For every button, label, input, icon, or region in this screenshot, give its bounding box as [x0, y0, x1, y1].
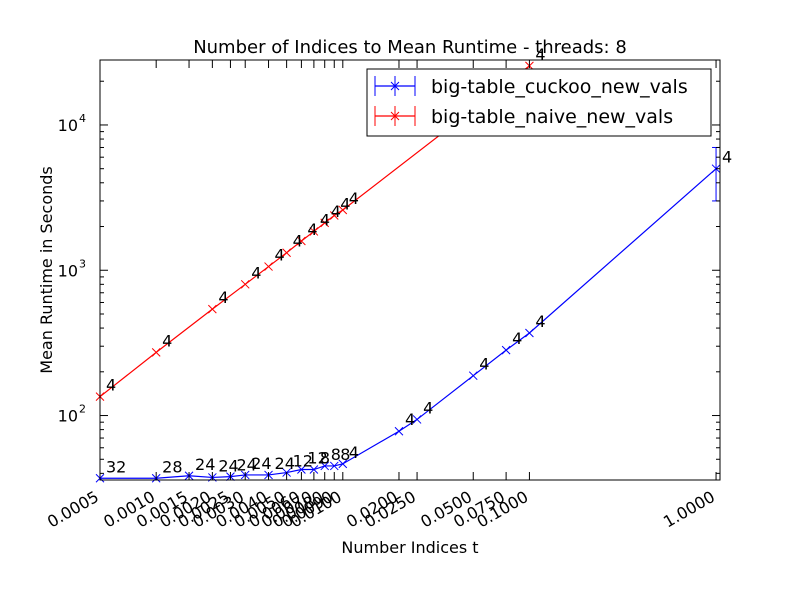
data-label: 4	[162, 331, 172, 350]
data-label: 4	[349, 189, 359, 208]
legend-box	[366, 68, 712, 137]
data-label: 4	[293, 232, 303, 251]
data-label: 24	[275, 454, 295, 473]
data-label: 4	[535, 45, 545, 64]
axes-layer: 0.00050.00100.00150.00200.00250.00300.00…	[44, 60, 720, 531]
data-point	[297, 465, 306, 474]
data-label: 4	[479, 355, 489, 374]
data-label: 8	[331, 445, 341, 464]
legend-entries: big-table_cuckoo_new_vals big-table_naive…	[374, 76, 688, 128]
data-label: 4	[275, 246, 285, 265]
data-label: 4	[218, 288, 228, 307]
y-axis-label: Mean Runtime in Seconds	[37, 166, 56, 373]
data-label: 4	[512, 329, 522, 348]
data-label: 4	[722, 148, 732, 167]
data-point	[297, 236, 306, 246]
data-label: 4	[423, 398, 433, 417]
data-label: 4	[340, 195, 350, 214]
data-point	[151, 348, 161, 357]
data-point	[394, 426, 404, 436]
data-point	[264, 262, 273, 271]
y-tick-label-base: 10	[58, 116, 78, 135]
data-label: 4	[331, 202, 341, 221]
data-point	[329, 461, 339, 471]
data-label: 4	[307, 220, 317, 239]
data-label: 4	[349, 443, 359, 462]
data-point	[468, 371, 478, 381]
data-label: 24	[218, 456, 238, 475]
data-point	[320, 461, 330, 471]
legend-label-0: big-table_cuckoo_new_vals	[431, 76, 688, 98]
data-label: 24	[251, 454, 271, 473]
data-point	[309, 227, 319, 236]
data-point	[282, 248, 291, 258]
data-label: 12	[293, 452, 313, 471]
data-point	[320, 218, 330, 228]
y-tick-label-exponent: 4	[79, 112, 86, 125]
data-label: 24	[195, 455, 215, 474]
data-point	[208, 304, 217, 314]
data-point	[338, 205, 348, 215]
data-label: 4	[535, 312, 545, 331]
data-point	[240, 279, 250, 289]
plot-frame	[99, 59, 721, 481]
data-label: 4	[320, 210, 330, 229]
data-label: 4	[251, 263, 261, 282]
y-tick-label-exponent: 3	[79, 257, 86, 270]
data-label: 8	[320, 449, 330, 468]
x-axis-label: Number Indices t	[341, 538, 478, 557]
data-label: 4	[405, 410, 415, 429]
data-point	[525, 328, 534, 338]
data-point	[338, 459, 348, 469]
legend: big-table_cuckoo_new_vals big-table_naive…	[366, 68, 712, 137]
data-point	[412, 415, 422, 424]
chart-title: Number of Indices to Mean Runtime - thre…	[193, 37, 627, 58]
data-point	[309, 465, 319, 474]
data-label: 8	[340, 445, 350, 464]
y-tick-label-base: 10	[58, 261, 78, 280]
data-label: 32	[106, 457, 126, 476]
data-point	[329, 211, 339, 220]
data-label: 4	[106, 376, 116, 395]
legend-label-1: big-table_naive_new_vals	[431, 106, 673, 128]
data-label: 24	[236, 456, 256, 475]
y-tick-label-base: 10	[58, 407, 78, 426]
data-point	[501, 345, 511, 355]
data-label: 28	[162, 457, 182, 476]
data-label: 12	[307, 449, 327, 468]
y-tick-label-exponent: 2	[79, 403, 86, 416]
